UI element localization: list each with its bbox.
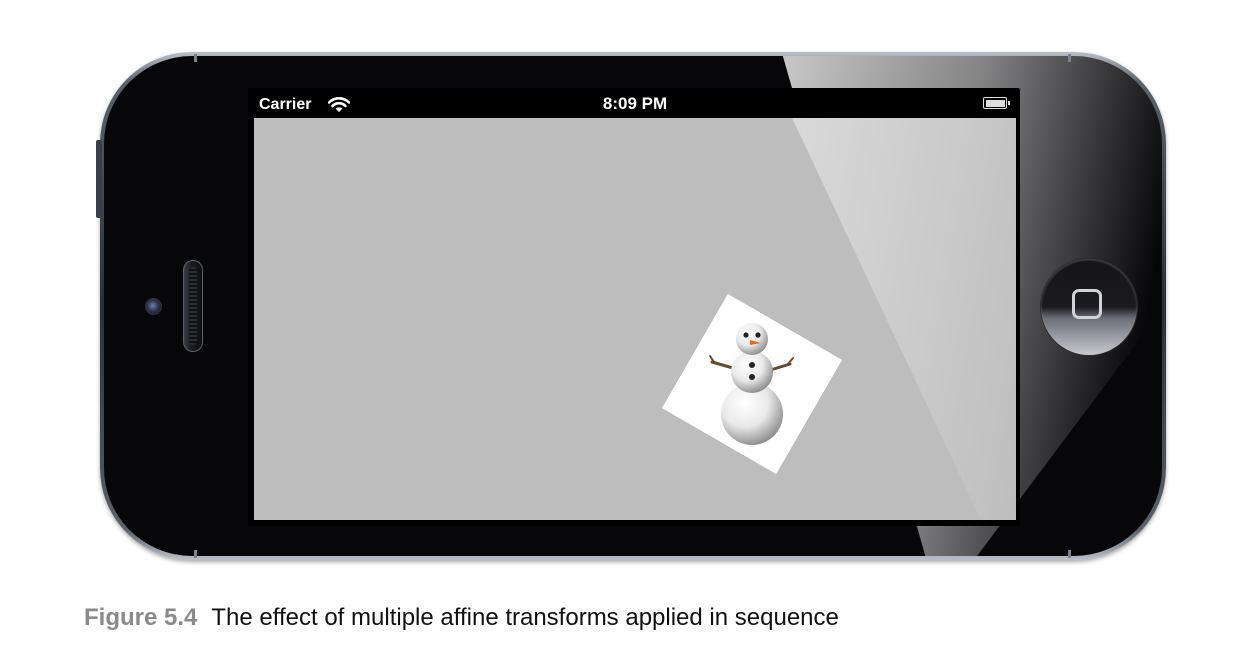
figure-caption-text: The effect of multiple affine transforms…	[211, 604, 839, 631]
volume-button[interactable]	[96, 140, 102, 218]
antenna-seam	[194, 550, 197, 558]
wifi-icon	[328, 97, 350, 112]
figure-caption: Figure 5.4 The effect of multiple affine …	[84, 604, 839, 632]
carrier-label: Carrier	[259, 96, 312, 113]
status-bar: Carrier 8:09 PM	[254, 91, 1016, 118]
antenna-seam	[1068, 550, 1071, 558]
snowman-image[interactable]	[661, 293, 843, 475]
home-square-icon	[1072, 289, 1102, 319]
figure-label: Figure 5.4	[84, 604, 198, 631]
screen-glare	[778, 118, 1016, 520]
front-camera	[145, 298, 162, 315]
app-screen[interactable]	[254, 118, 1016, 520]
antenna-seam	[194, 54, 197, 62]
status-time: 8:09 PM	[602, 94, 668, 113]
antenna-seam	[1068, 54, 1071, 62]
home-button[interactable]	[1041, 259, 1137, 355]
earpiece-speaker	[183, 260, 203, 352]
snowman-icon	[709, 323, 794, 445]
battery-icon	[983, 97, 1010, 109]
